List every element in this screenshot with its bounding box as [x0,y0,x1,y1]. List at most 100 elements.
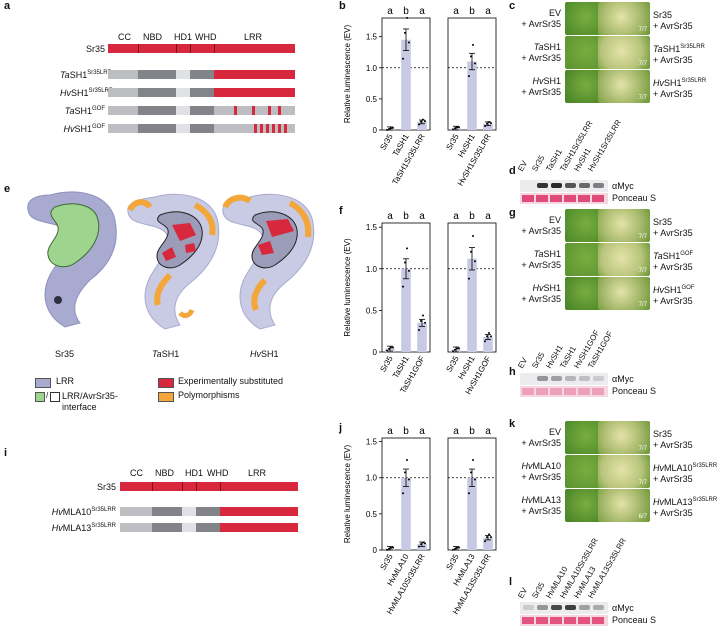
domain-segment [108,88,138,97]
chart-b: Relative luminescence (EV)00.51.01.5aSr3… [343,6,497,187]
leaf-image: 7/7 [598,277,650,310]
myc-band [565,605,576,610]
data-point [388,347,390,350]
myc-band [565,183,576,188]
data-point [486,536,488,539]
data-point [390,127,392,130]
data-point [386,128,388,131]
data-point [458,546,460,549]
ponceau-band [522,388,534,395]
bar [483,123,493,130]
structure-models [27,191,315,330]
domain-whd: WHD [195,32,217,42]
data-point [486,122,488,125]
legend-swatch-exp [158,378,174,388]
bar [401,477,411,550]
data-point [386,349,388,352]
construct-a-bar-3 [108,106,295,115]
structure-label-tash1: TaSH1 [152,349,180,359]
domain-segment [108,70,138,79]
data-point [392,546,394,549]
domain-segment [176,70,190,79]
domain-hd1: HD1 [174,32,193,42]
legend-poly: Polymorphisms [178,390,240,400]
y-tick-label: 1.0 [366,64,378,73]
panel-label-f: f [339,205,343,217]
significance-letter: a [419,211,425,222]
construct-a-bar-1 [108,70,295,79]
myc-band [593,183,604,188]
domain-divider [138,44,139,53]
leaf-image: 7/7 [598,455,650,488]
domain-divider [190,44,191,53]
bar [467,61,477,130]
data-point [424,120,426,123]
significance-letter: a [387,211,393,222]
construct-i-bar-0 [120,482,298,491]
data-point [406,16,408,19]
data-point [392,126,394,129]
ponceau-band [592,617,604,624]
data-point [418,328,420,331]
data-point [406,459,408,462]
y-axis-label: Relative luminescence (EV) [343,445,352,544]
construct-a-label-1: TaSH1Sr35LRR [60,70,112,80]
legend-lrr: LRR [56,376,75,386]
panel-label-c: c [509,0,516,12]
y-tick-label: 0 [373,126,378,135]
domain-segment [220,523,298,532]
data-point [452,350,454,353]
domain-segment [268,106,271,115]
leaf-label-right: TaSH1Sr35LRR + AvrSr35 [653,44,705,65]
chart-f: Relative luminescence (EV)00.51.01.5aSr3… [343,211,497,396]
ponceau-label: Ponceau S [612,615,657,625]
data-point [488,120,490,123]
leaf-label-right: HvSH1GOF + AvrSr35 [653,285,695,306]
data-point [490,122,492,125]
bar [467,477,477,550]
data-point [424,542,426,545]
data-point [388,127,390,130]
construct-a-label-2: HvSH1Sr35LRR [60,88,114,98]
legend-swatch-lrr [35,378,51,388]
y-tick-label: 1.5 [366,438,378,447]
data-point [468,75,470,78]
data-point [458,347,460,350]
domain-segment [176,88,190,97]
bar [417,544,427,550]
legend-swatch-interface-green [35,392,45,402]
domain-segment [182,507,196,516]
panel-label-e: e [4,183,11,195]
y-tick-label: 0 [373,546,378,555]
data-point [484,340,486,343]
domain-i-nbd: NBD [155,468,175,478]
domain-segment [214,70,295,79]
ponceau-blot [520,615,608,626]
data-point [422,314,424,317]
domain-segment [234,106,237,115]
legend-interface: LRR/AvrSr35- interface [62,391,118,412]
data-point [402,285,404,288]
domain-segment [182,523,196,532]
significance-letter: b [469,6,475,17]
data-point [484,540,486,543]
myc-band [579,376,590,381]
data-point [490,335,492,338]
legend-exp: Experimentally substituted [178,376,284,386]
myc-band [579,605,590,610]
construct-i-label-1: HvMLA10Sr35LRR [51,507,116,517]
domain-segment [190,124,214,133]
significance-letter: b [403,426,409,437]
y-tick-label: 0 [373,348,378,357]
structure-label-sr35: Sr35 [55,349,75,359]
domain-segment [152,523,182,532]
panel-label-g: g [509,207,516,219]
domain-segment [260,124,263,133]
significance-letter: b [403,6,409,17]
domain-segment [190,70,214,79]
domain-segment [254,124,257,133]
ponceau-band [550,388,562,395]
myc-blot [520,180,608,192]
domain-segment [284,124,287,133]
data-point [420,543,422,546]
